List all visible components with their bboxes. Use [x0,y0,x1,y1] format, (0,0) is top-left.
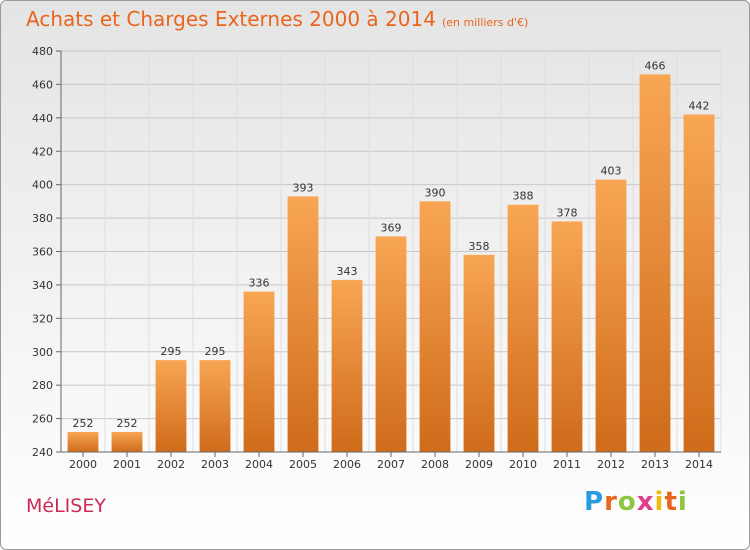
bar-value-label: 295 [161,345,182,358]
x-tick-label: 2006 [333,458,361,471]
y-tick-label: 240 [32,446,53,459]
bar-2013 [639,74,671,453]
bar-2005 [287,196,319,452]
bar-2001 [111,431,143,452]
x-tick-label: 2011 [553,458,581,471]
x-tick-label: 2002 [157,458,185,471]
x-tick-label: 2001 [113,458,141,471]
y-tick-label: 460 [32,78,53,91]
x-tick-label: 2008 [421,458,449,471]
bar-value-label: 388 [513,190,534,203]
bar-value-label: 252 [73,417,94,430]
bar-2008 [419,201,451,452]
y-tick-label: 280 [32,379,53,392]
bar-2007 [375,236,407,452]
y-tick-label: 360 [32,246,53,259]
bar-2009 [463,254,495,452]
y-tick-label: 400 [32,179,53,192]
x-tick-label: 2000 [69,458,97,471]
y-tick-label: 440 [32,112,53,125]
bar-value-label: 252 [117,417,138,430]
x-tick-label: 2010 [509,458,537,471]
bar-value-label: 295 [205,345,226,358]
bar-2002 [155,360,187,452]
x-tick-label: 2004 [245,458,273,471]
x-tick-label: 2012 [597,458,625,471]
y-tick-label: 320 [32,312,53,325]
y-tick-label: 260 [32,413,53,426]
logo-letter: o [617,487,637,517]
chart-title-text: Achats et Charges Externes 2000 à 2014 [26,7,436,31]
town-name: MéLISEY [26,495,106,517]
bar-2012 [595,179,627,452]
bar-value-label: 343 [337,265,358,278]
chart-subtitle: (en milliers d'€) [441,16,529,29]
bar-2000 [67,431,99,452]
x-tick-label: 2007 [377,458,405,471]
y-tick-label: 420 [32,145,53,158]
x-tick-label: 2005 [289,458,317,471]
y-tick-label: 340 [32,279,53,292]
bar-value-label: 466 [645,59,666,72]
bar-value-label: 358 [469,240,490,253]
x-tick-label: 2014 [685,458,713,471]
bar-2003 [199,360,231,452]
logo-letter: i [677,487,688,517]
bar-2004 [243,291,275,452]
logo-letter: x [636,487,655,517]
bar-2014 [683,114,715,452]
y-tick-label: 300 [32,346,53,359]
bar-value-label: 378 [557,206,578,219]
bar-value-label: 336 [249,277,270,290]
bar-value-label: 369 [381,221,402,234]
x-tick-label: 2009 [465,458,493,471]
bar-value-label: 442 [689,99,710,112]
bar-value-label: 390 [425,186,446,199]
x-tick-label: 2003 [201,458,229,471]
bar-2011 [551,221,583,452]
logo-letter: t [664,487,678,517]
bar-value-label: 403 [601,165,622,178]
x-tick-label: 2013 [641,458,669,471]
bar-value-label: 393 [293,181,314,194]
logo-letter: r [604,487,618,517]
y-tick-label: 480 [32,45,53,58]
chart-title: Achats et Charges Externes 2000 à 2014 (e… [26,7,528,31]
logo-letter: P [584,487,605,517]
proxiti-logo: Proxiti [584,487,688,517]
logo-letter: i [654,487,665,517]
y-tick-label: 380 [32,212,53,225]
bar-2006 [331,279,363,452]
bar-2010 [507,204,539,452]
